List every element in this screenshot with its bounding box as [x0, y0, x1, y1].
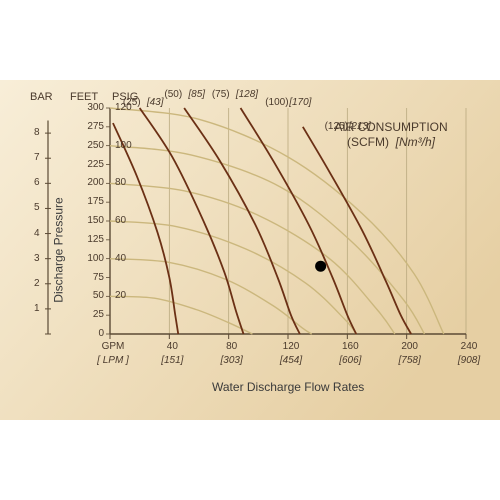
chart-panel: Discharge Pressure BARFEETPSIG1201008060…: [0, 80, 500, 420]
image-container: Discharge Pressure BARFEETPSIG1201008060…: [0, 0, 500, 500]
performance-chart: [0, 80, 500, 420]
